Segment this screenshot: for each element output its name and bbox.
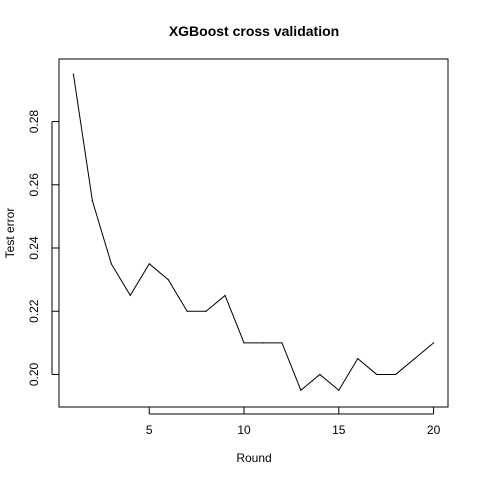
data-point <box>167 279 169 281</box>
data-point <box>338 389 340 391</box>
data-point <box>110 263 112 265</box>
data-point <box>357 358 359 360</box>
tick-group: 5 10 15 20 0.20 0.22 0.24 0.26 0.28 <box>27 110 441 437</box>
data-point <box>243 342 245 344</box>
x-tick-label: 15 <box>332 423 346 437</box>
data-point <box>72 73 75 75</box>
data-point <box>300 389 302 391</box>
x-axis-label: Round <box>236 451 271 465</box>
series-line <box>72 74 434 392</box>
y-tick-label: 0.28 <box>27 110 41 134</box>
data-point <box>432 342 435 344</box>
y-tick-label: 0.24 <box>27 236 41 260</box>
y-tick-label: 0.22 <box>27 299 41 323</box>
x-tick-label: 10 <box>237 423 251 437</box>
data-point <box>376 373 378 376</box>
data-point <box>205 310 207 312</box>
plot-frame <box>58 58 449 408</box>
y-tick-label: 0.20 <box>27 362 41 386</box>
data-point <box>129 294 131 297</box>
data-point <box>262 342 264 344</box>
data-point <box>395 373 397 376</box>
data-point <box>224 294 226 297</box>
data-point <box>91 200 93 202</box>
y-axis-label: Test error <box>3 208 17 259</box>
data-point <box>414 358 416 360</box>
data-point <box>281 342 283 344</box>
x-tick-label: 5 <box>146 423 153 437</box>
x-tick-label: 20 <box>427 423 441 437</box>
chart-title: XGBoost cross validation <box>169 23 339 39</box>
y-tick-label: 0.26 <box>27 173 41 197</box>
data-point <box>186 310 188 312</box>
points-group <box>72 73 435 391</box>
data-point <box>148 263 150 265</box>
data-point <box>319 373 321 376</box>
